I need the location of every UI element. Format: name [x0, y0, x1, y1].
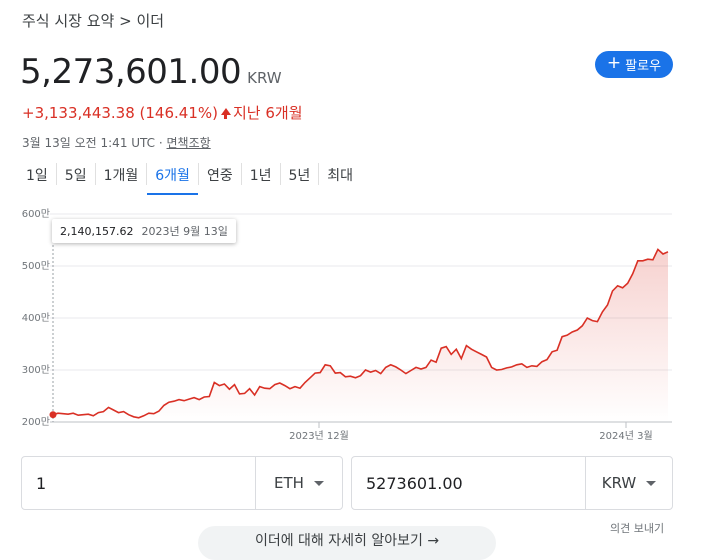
- tooltip-value: 2,140,157.62: [60, 224, 134, 238]
- tab-divider: [94, 163, 96, 185]
- y-tick-label: 400만: [22, 312, 50, 324]
- tooltip-date: 2023년 9월 13일: [141, 225, 228, 238]
- price-value: 5,273,601.00: [20, 52, 242, 92]
- disclaimer-link[interactable]: 면책조항: [166, 136, 211, 150]
- price-area-fill: [53, 249, 668, 422]
- y-tick-label: 200만: [22, 416, 50, 428]
- currency-label: KRW: [247, 69, 282, 87]
- tab-5d[interactable]: 5일: [64, 168, 87, 184]
- price-chart[interactable]: 600만 500만 400만 300만 200만 2023년 12월 2024년 3월: [0, 200, 726, 450]
- chart-tooltip: 2,140,157.62 2023년 9월 13일: [52, 219, 236, 243]
- learn-more-button[interactable]: 이더에 대해 자세히 알아보기 →: [198, 526, 496, 560]
- x-tick-label: 2024년 3월: [599, 430, 652, 442]
- tab-1m[interactable]: 1개월: [103, 168, 139, 184]
- from-unit-select[interactable]: ETH: [255, 457, 342, 509]
- converter-from: 1 ETH: [21, 456, 343, 510]
- tab-divider: [279, 163, 281, 185]
- tab-divider: [146, 163, 148, 185]
- y-tick-label: 600만: [22, 208, 50, 220]
- timestamp-row: 3월 13일 오전 1:41 UTC · 면책조항: [22, 134, 211, 151]
- hover-point: [49, 411, 57, 419]
- follow-label: 팔로우: [625, 59, 662, 74]
- tab-divider: [197, 163, 199, 185]
- plus-icon: +: [606, 53, 622, 73]
- tab-max[interactable]: 최대: [327, 168, 354, 184]
- change-period: 지난 6개월: [232, 104, 303, 122]
- tab-5y[interactable]: 5년: [288, 168, 311, 184]
- chevron-down-icon: [313, 480, 324, 486]
- price-change: +3,133,443.38 (146.41%) 지난 6개월: [22, 102, 303, 123]
- range-tabs: 1일 5일 1개월 6개월 연중 1년 5년 최대: [18, 163, 361, 195]
- price-display: 5,273,601.00 KRW: [20, 52, 282, 92]
- breadcrumb[interactable]: 주식 시장 요약 > 이더: [22, 12, 165, 30]
- tab-divider: [55, 163, 57, 185]
- tab-1y[interactable]: 1년: [249, 168, 272, 184]
- arrow-up-icon: [220, 108, 231, 119]
- to-unit-select[interactable]: KRW: [585, 457, 672, 509]
- timestamp: 3월 13일 오전 1:41 UTC ·: [22, 136, 167, 150]
- from-amount-input[interactable]: 1: [36, 473, 47, 493]
- to-amount-input[interactable]: 5273601.00: [366, 473, 463, 493]
- tab-1d[interactable]: 1일: [26, 168, 48, 184]
- from-unit-label: ETH: [274, 474, 304, 492]
- tab-ytd[interactable]: 연중: [206, 168, 233, 184]
- chevron-down-icon: [646, 480, 657, 486]
- y-tick-label: 500만: [22, 260, 50, 272]
- y-tick-label: 300만: [22, 364, 50, 376]
- follow-button[interactable]: + 팔로우: [595, 51, 673, 78]
- change-value: +3,133,443.38 (146.41%): [22, 104, 218, 122]
- x-tick-label: 2023년 12월: [289, 430, 349, 442]
- to-unit-label: KRW: [601, 474, 637, 492]
- converter-to: 5273601.00 KRW: [351, 456, 673, 510]
- feedback-link[interactable]: 의견 보내기: [610, 522, 665, 535]
- price-line: [52, 248, 669, 419]
- tab-6m[interactable]: 6개월: [147, 163, 198, 195]
- tab-divider: [318, 163, 320, 185]
- tab-divider: [240, 163, 242, 185]
